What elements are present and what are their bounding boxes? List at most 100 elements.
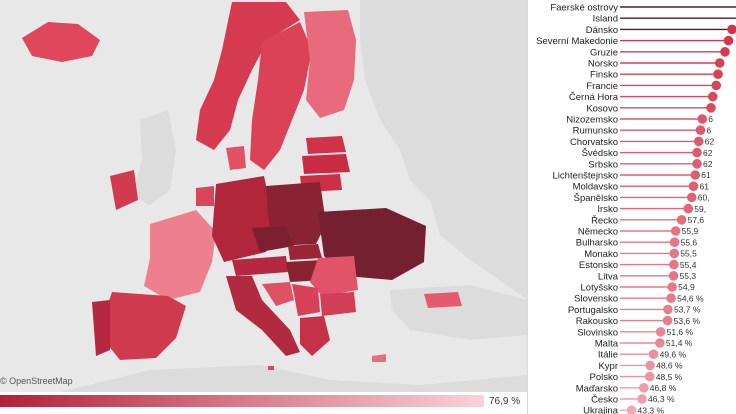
lollipop-dot[interactable] [655,327,666,337]
land-russia [360,0,528,300]
category-label: Chorvatsko [570,137,618,148]
lollipop-dot[interactable] [688,181,699,191]
lollipop-dot[interactable] [727,24,736,35]
lollipop-dot[interactable] [637,394,647,404]
lollipop-dot[interactable] [720,47,730,57]
lollipop-dot[interactable] [711,80,722,91]
country-uk [132,110,176,205]
value-label: 61 [700,181,710,191]
lollipop-dot[interactable] [706,103,716,113]
lollipop-dot[interactable] [655,338,665,348]
value-label: 6 [708,114,713,124]
lollipop-dot[interactable] [666,293,676,304]
category-label: Severní Makedonie [536,36,618,47]
value-label: 55,5 [680,249,697,259]
lollipop-dot[interactable] [697,114,708,124]
category-label: Faerské ostrovy [550,3,618,14]
map-canvas[interactable] [0,0,528,392]
value-label: 62 [703,148,713,158]
category-label: Řecko [591,215,618,226]
lollipop-dot[interactable] [713,69,723,79]
category-label: Rumunsko [573,126,618,137]
value-label: 55,6 [681,237,698,247]
country-malta[interactable] [268,366,274,370]
value-label: 60, [698,193,710,203]
country-norway[interactable] [196,2,300,150]
lollipop-dot[interactable] [692,147,702,158]
category-label: Česko [591,395,618,406]
country-georgia[interactable] [424,292,462,308]
category-label: Dánsko [586,25,618,36]
country-bulgaria[interactable] [320,292,356,316]
europe-map[interactable]: © OpenStreetMap [0,0,528,392]
lollipop-dot[interactable] [692,159,702,169]
lollipop-dot[interactable] [648,349,659,360]
lollipop-dot[interactable] [686,192,697,203]
lollipop-dot[interactable] [714,58,725,68]
lollipop-dot[interactable] [676,215,687,225]
lollipop-chart[interactable]: Faerské ostrovy Island Dánsko Severní Maked… [528,0,736,414]
country-slovakia[interactable] [288,244,322,260]
country-romania[interactable] [310,256,358,296]
category-label: Nizozemsko [566,115,618,126]
category-label: Francie [586,81,618,92]
map-attribution: © OpenStreetMap [0,376,73,386]
country-austria[interactable] [232,256,288,276]
lollipop-dot[interactable] [683,203,694,214]
category-label: Lotyšsko [581,283,619,294]
country-cyprus[interactable] [372,354,386,362]
category-label: Litva [598,271,619,282]
category-label: Slovinsko [577,327,618,338]
lollipop-dot[interactable] [669,237,680,247]
country-latvia[interactable] [302,154,350,174]
value-label: 62 [703,159,713,169]
value-label: 46,3 % [648,394,675,404]
lollipop-dot[interactable] [693,136,704,147]
lollipop-dot[interactable] [626,405,637,414]
country-croatia[interactable] [262,282,294,306]
country-iceland[interactable] [22,22,100,62]
category-label: Itálie [598,350,618,361]
legend-max-label: 76,9 % [489,396,521,407]
land-north-africa [60,365,528,392]
lollipop-dot[interactable] [670,226,681,236]
country-estonia[interactable] [306,136,346,154]
country-denmark[interactable] [226,146,246,170]
lollipop-dot[interactable] [707,91,718,102]
category-label: Finsko [590,70,618,81]
lollipop-dot[interactable] [645,360,655,371]
country-greece[interactable] [300,316,330,356]
lollipop-dot[interactable] [662,315,673,326]
value-label: 48,6 % [656,361,683,371]
value-label: 55,9 [682,226,699,236]
category-label: Kosovo [586,103,618,114]
lollipop-dot[interactable] [723,35,734,46]
lollipop-dot[interactable] [667,282,677,292]
country-france[interactable] [144,210,216,300]
lollipop-dot[interactable] [644,371,655,382]
country-portugal[interactable] [92,300,110,356]
category-label: Polsko [589,372,618,383]
country-netherlands[interactable] [196,186,214,206]
country-spain[interactable] [104,292,186,360]
value-label: 59, [694,204,706,214]
category-label: Černá Hora [569,92,619,103]
value-label: 43,3 % [638,405,665,414]
lollipop-dot[interactable] [669,248,680,259]
country-italy[interactable] [226,276,300,356]
category-label: Bulharsko [576,238,618,249]
value-label: 53,6 % [674,316,701,326]
country-sweden[interactable] [250,22,312,170]
country-serbia[interactable] [292,284,320,316]
lollipop-dot[interactable] [668,271,679,281]
lollipop-dot[interactable] [663,304,673,315]
category-label: Irsko [597,204,618,215]
country-czechia[interactable] [252,226,294,252]
lollipop-dot[interactable] [695,125,706,135]
lollipop-dot[interactable] [690,170,701,180]
country-finland[interactable] [304,10,356,118]
lollipop-dot[interactable] [669,259,679,270]
country-ireland[interactable] [110,170,138,210]
lollipop-dot[interactable] [639,383,649,393]
